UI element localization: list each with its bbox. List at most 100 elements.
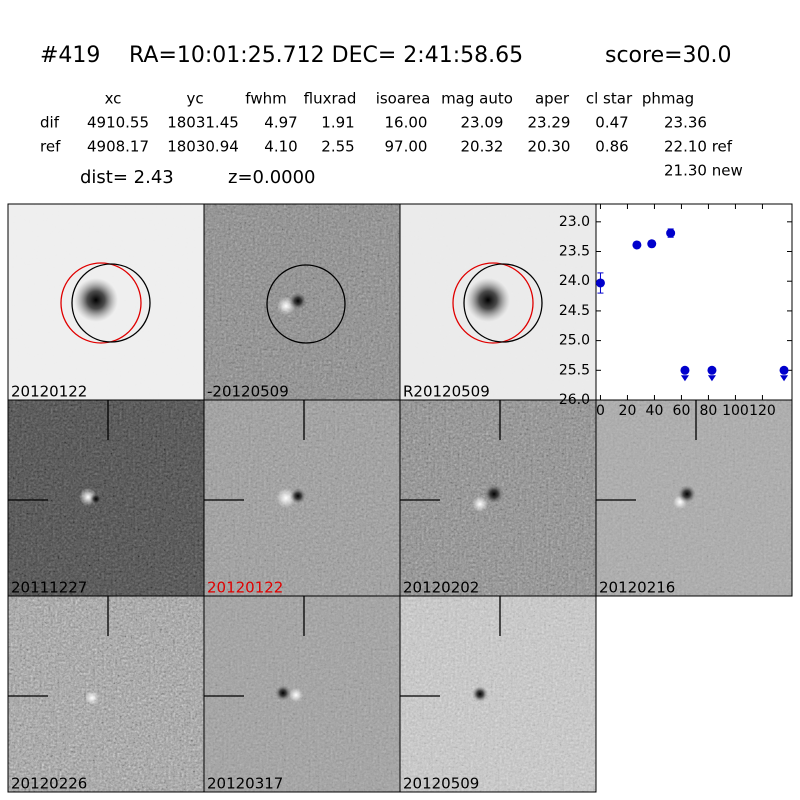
y-tick-label: 24.5 <box>559 303 590 319</box>
x-tick-label: 60 <box>673 403 691 419</box>
stamp-label: R20120509 <box>403 383 490 401</box>
column-header: cl star <box>586 90 633 108</box>
table-cell: 18031.45 <box>167 114 239 132</box>
row-label: dif <box>40 114 60 132</box>
row-label: ref <box>40 138 61 156</box>
y-tick-label: 25.5 <box>559 362 590 378</box>
data-point <box>647 239 657 249</box>
x-tick-label: 120 <box>749 403 776 419</box>
stamp-label: 20111227 <box>11 579 87 597</box>
phmag-new: 21.30 new <box>664 162 743 180</box>
stamp: 20120509 <box>399 595 597 793</box>
stamp: R20120509 <box>399 203 597 401</box>
stamp: -20120509 <box>203 203 401 401</box>
stamp-label: 20120202 <box>403 579 479 597</box>
source-dark <box>275 685 291 701</box>
limit-point <box>779 365 789 375</box>
candidate-id: #419 <box>40 43 100 68</box>
stamp-noise <box>400 596 596 792</box>
column-header: yc <box>186 90 203 108</box>
stamp-label: 20120122 <box>207 579 283 597</box>
source-dark <box>90 493 102 505</box>
y-tick-label: 24.0 <box>559 273 590 289</box>
redshift: z=0.0000 <box>228 167 316 188</box>
x-tick-label: 80 <box>700 403 718 419</box>
source-dark <box>289 292 307 310</box>
x-tick-label: 0 <box>596 403 605 419</box>
stamp: 20111227 <box>7 399 205 597</box>
source-white <box>472 496 488 512</box>
limit-arrow <box>680 375 689 382</box>
table-cell: 2.55 <box>321 138 354 156</box>
source-dark <box>484 484 504 504</box>
stamp: 20120122 <box>7 203 205 401</box>
x-tick-label: 20 <box>619 403 637 419</box>
column-header: fwhm <box>245 90 286 108</box>
table-cell: 23.09 <box>461 114 504 132</box>
stamp-label: 20120509 <box>403 775 479 793</box>
stamp-noise <box>8 596 204 792</box>
coordinates: RA=10:01:25.712 DEC= 2:41:58.65 <box>129 43 523 68</box>
source-dark <box>678 485 696 503</box>
source-dark <box>290 488 306 504</box>
limit-arrow <box>707 375 716 382</box>
stamp-label: 20120122 <box>11 383 87 401</box>
stamp: 20120122 <box>203 399 401 597</box>
data-point <box>595 278 605 288</box>
y-tick-label: 25.0 <box>559 333 590 349</box>
column-header: isoarea <box>376 90 431 108</box>
plot-area <box>595 203 793 401</box>
source-dark <box>466 278 510 322</box>
score: score=30.0 <box>605 43 732 68</box>
source-white <box>289 688 303 702</box>
limit-point <box>707 365 717 375</box>
dist: dist= 2.43 <box>80 167 174 188</box>
table-cell: 4908.17 <box>87 138 149 156</box>
table-cell: 4910.55 <box>87 114 149 132</box>
source-dark <box>472 686 488 702</box>
table-cell: 20.30 <box>528 138 571 156</box>
table-cell: 18030.94 <box>167 138 239 156</box>
y-tick-label: 23.5 <box>559 244 590 260</box>
table-cell: 0.47 <box>595 114 628 132</box>
y-tick-label: 26.0 <box>559 392 590 408</box>
table-cell: 4.97 <box>264 114 297 132</box>
source-white <box>85 691 99 705</box>
limit-point <box>680 365 690 375</box>
aperture-red <box>60 262 142 344</box>
stamp-noise <box>8 400 204 596</box>
x-tick-label: 40 <box>646 403 664 419</box>
table-cell: 0.86 <box>595 138 628 156</box>
column-header: mag auto <box>441 90 513 108</box>
source-dark <box>74 278 118 322</box>
stamp: 20120216 <box>595 399 793 597</box>
stamp: 20120226 <box>7 595 205 793</box>
table-cell: 4.10 <box>264 138 297 156</box>
table-cell: 1.91 <box>321 114 354 132</box>
aperture-black <box>266 264 346 344</box>
stamp-frame <box>399 595 597 793</box>
aperture-black <box>463 263 543 343</box>
column-header: fluxrad <box>304 90 357 108</box>
stamp: 20120202 <box>399 399 597 597</box>
data-point <box>632 240 642 250</box>
stamp-label: 20120317 <box>207 775 283 793</box>
x-tick-label: 100 <box>722 403 749 419</box>
data-point <box>666 228 676 238</box>
column-header: xc <box>105 90 122 108</box>
stamp-label: -20120509 <box>207 383 289 401</box>
column-header: phmag <box>642 90 694 108</box>
stamp: 20120317 <box>203 595 401 793</box>
table-cell: 20.32 <box>461 138 504 156</box>
table-cell: 23.36 <box>664 114 707 132</box>
table-cell: 22.10 ref <box>664 138 733 156</box>
aperture-red <box>452 262 534 344</box>
y-tick-label: 23.0 <box>559 214 590 230</box>
aperture-black <box>71 263 151 343</box>
table-cell: 97.00 <box>385 138 428 156</box>
column-header: aper <box>535 90 570 108</box>
limit-arrow <box>780 375 789 382</box>
stamp-label: 20120226 <box>11 775 87 793</box>
table-cell: 16.00 <box>385 114 428 132</box>
